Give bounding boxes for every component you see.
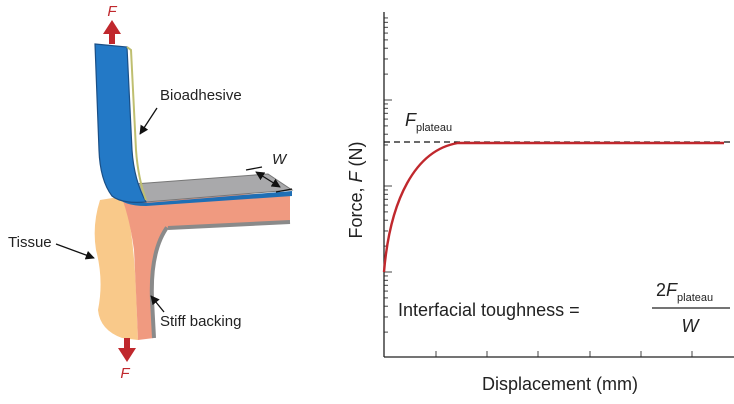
backing-label: Stiff backing (160, 313, 241, 330)
force-arrow-bottom (118, 338, 136, 362)
plateau-sub: plateau (416, 122, 452, 134)
numerator-sub: plateau (677, 292, 713, 304)
y-axis-label: Force, F (N) (346, 141, 366, 238)
bioadhesive-strip (95, 44, 146, 202)
x-axis-label: Displacement (mm) (482, 374, 638, 394)
force-arrow-top (103, 20, 121, 44)
force-label-top: F (107, 3, 117, 20)
equation-lhs: Interfacial toughness = (398, 300, 580, 320)
numerator-coef: 2 (656, 280, 666, 300)
tissue-label: Tissue (8, 234, 52, 251)
width-tick (246, 167, 262, 170)
force-label-bottom: F (120, 365, 130, 382)
tissue-leader (56, 244, 94, 258)
figure: F F Bioadhesive W Tissue Stiff backing F… (0, 0, 734, 404)
equation-numerator: 2Fplateau (656, 280, 713, 304)
equation-denominator: W (682, 316, 701, 336)
y-label-text: Force, (346, 182, 366, 238)
width-label: W (272, 151, 288, 168)
plateau-label: Fplateau (405, 110, 452, 134)
bioadhesive-leader (140, 108, 157, 134)
bioadhesive-label: Bioadhesive (160, 87, 242, 104)
y-label-unit: (N) (346, 141, 366, 171)
force-curve (384, 143, 724, 272)
